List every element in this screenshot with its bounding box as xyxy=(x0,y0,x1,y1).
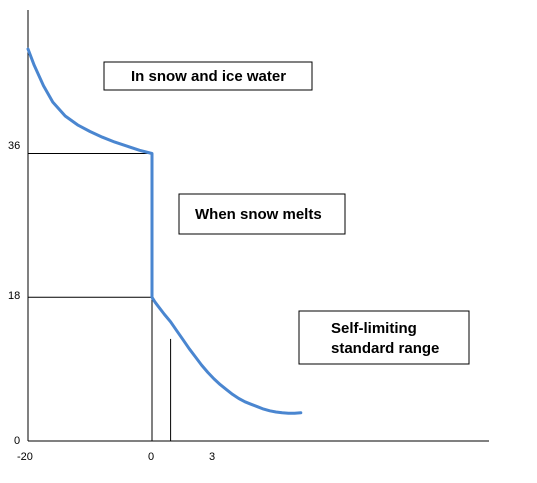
annotation-snow-ice: In snow and ice water xyxy=(103,61,313,91)
x-tick-label-3: 3 xyxy=(209,451,215,463)
annotation-self-limiting-line1: Self-limiting xyxy=(331,320,417,337)
annotation-self-limiting: Self-limiting standard range xyxy=(298,310,470,365)
y-tick-label-36: 36 xyxy=(8,140,20,152)
x-tick-label--20: -20 xyxy=(17,451,33,463)
annotation-snow-melts-text: When snow melts xyxy=(195,206,322,223)
y-tick-label-18: 18 xyxy=(8,290,20,302)
annotation-snow-ice-text: In snow and ice water xyxy=(131,68,286,85)
x-tick-label-0: 0 xyxy=(148,451,154,463)
y-tick-label-0: 0 xyxy=(14,435,20,447)
annotation-snow-melts: When snow melts xyxy=(178,193,346,235)
series-line xyxy=(26,47,303,415)
annotation-self-limiting-line2: standard range xyxy=(331,340,439,357)
reference-lines xyxy=(28,153,172,441)
